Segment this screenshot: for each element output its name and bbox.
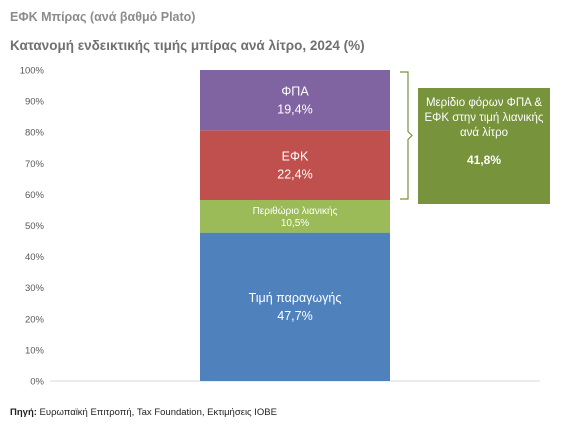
bar-segment [200,199,390,233]
y-tick-label: 60% [25,190,45,201]
y-tick-label: 40% [25,252,45,263]
y-tick-label: 50% [25,221,45,232]
source-prefix: Πηγή: [10,407,37,418]
bar-segment [200,232,390,381]
y-tick-label: 90% [25,97,45,108]
segment-name-label: Περιθώριο λιανικής [253,205,338,217]
tax-share-label: Μερίδιο φόρων ΦΠΑ & ΕΦΚ στην τιμή λιανικ… [424,97,544,139]
segment-value-label: 19,4% [277,103,312,117]
y-tick-label: 20% [25,314,45,325]
segment-value-label: 10,5% [281,218,309,229]
y-tick-label: 70% [25,159,45,170]
source-text: Ευρωπαϊκή Επιτροπή, Tax Foundation, Εκτι… [36,407,277,418]
source-note: Πηγή: Ευρωπαϊκή Επιτροπή, Tax Foundation… [10,407,277,418]
callout-bracket [400,71,413,200]
y-tick-label: 80% [25,128,45,139]
tax-share-callout: Μερίδιο φόρων ΦΠΑ & ΕΦΚ στην τιμή λιανικ… [418,88,550,204]
chart-title: Κατανομή ενδεικτικής τιμής μπίρας ανά λί… [10,38,365,53]
y-tick-label: 30% [25,283,45,294]
y-tick-label: 100% [20,66,45,77]
bar-segment [200,70,390,131]
y-tick-label: 0% [30,377,44,388]
tax-share-value: 41,8% [466,153,502,167]
segment-value-label: 47,7% [277,309,312,323]
segment-value-label: 22,4% [277,168,312,182]
y-tick-label: 10% [25,345,45,356]
segment-name-label: Τιμή παραγωγής [249,291,342,305]
segment-name-label: ΦΠΑ [281,85,309,99]
segment-name-label: ΕΦΚ [282,150,309,164]
bar-segment [200,130,390,200]
chart-supertitle: ΕΦΚ Μπίρας (ανά βαθμό Plato) [10,10,196,24]
stacked-bar: Τιμή παραγωγής 47,7% Περιθώριο λιανικής10,… [200,70,390,381]
